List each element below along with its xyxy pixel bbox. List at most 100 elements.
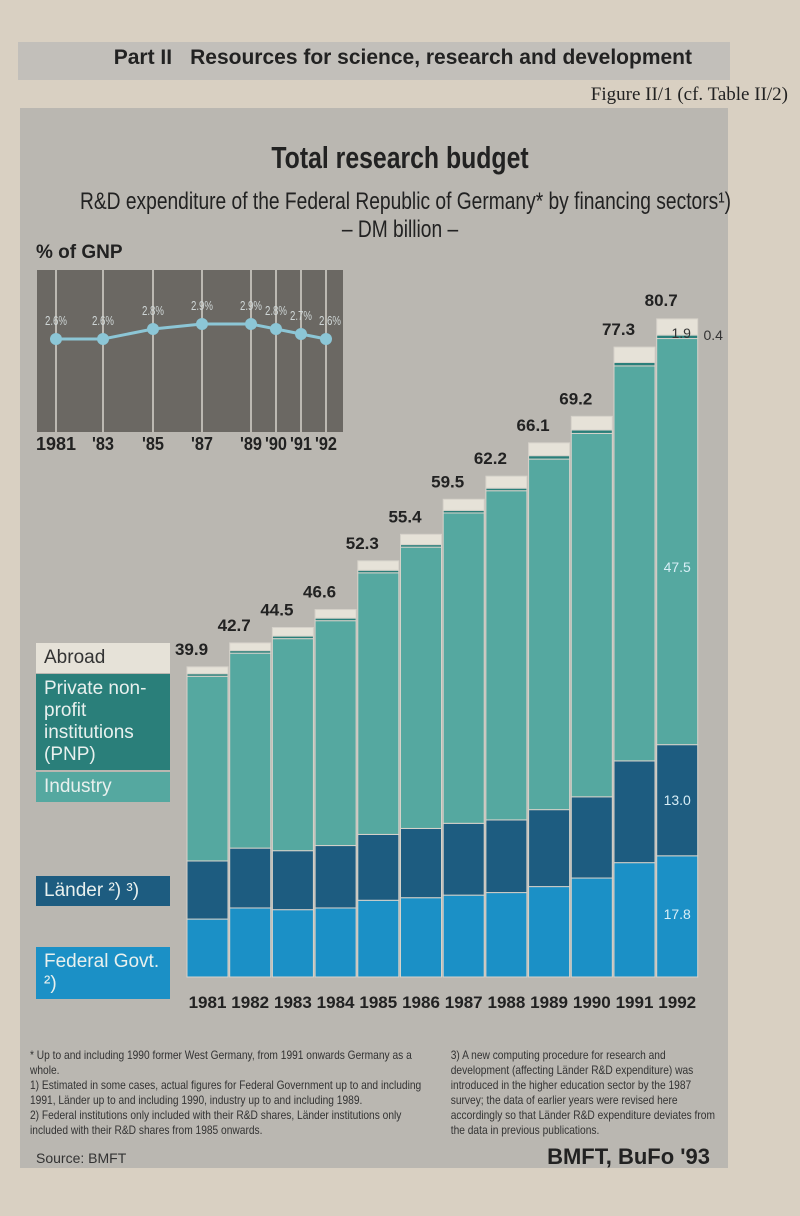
gnp-point [50, 333, 62, 345]
footnote-2: 2) Federal institutions only included wi… [30, 1108, 402, 1137]
bar-segment-federal [613, 862, 656, 978]
segment-label-abroad: 1.9 [671, 325, 691, 341]
x-tick-label: 1986 [402, 993, 440, 1012]
bar-segment-laender [485, 819, 528, 894]
x-tick-label: 1981 [189, 993, 227, 1012]
gnp-x-tick-label: '89 [240, 434, 262, 454]
bar-segment-pnp [570, 429, 613, 434]
gnp-data-label: 2.8% [265, 303, 287, 318]
legend-laender: Länder ²) ³) [36, 876, 170, 906]
bar-segment-abroad [442, 498, 485, 511]
x-tick-label: 1988 [487, 993, 525, 1012]
gnp-point [196, 318, 208, 330]
gnp-plot-area [37, 270, 343, 432]
bar-segment-industry [613, 365, 656, 762]
legend-federal: Federal Govt. ²) [36, 947, 170, 999]
footnote-star: * Up to and including 1990 former West G… [30, 1048, 412, 1077]
bar-segment-laender [271, 850, 314, 911]
bar-segment-abroad [528, 442, 571, 457]
bar-segment-federal [570, 877, 613, 978]
x-tick-label: 1991 [616, 993, 654, 1012]
x-tick-label: 1989 [530, 993, 568, 1012]
bar-segment-industry [314, 620, 357, 847]
gnp-x-tick-label: '83 [92, 434, 114, 454]
bar-segment-federal [656, 855, 699, 978]
header-bar [18, 42, 730, 80]
segment-label-industry: 47.5 [664, 559, 691, 575]
bar-segment-abroad [400, 533, 442, 546]
bar-segment-laender [528, 809, 571, 888]
part-label: Part II [113, 46, 173, 69]
gnp-data-label: 2.9% [191, 298, 213, 313]
bar-segment-federal [528, 886, 571, 978]
gnp-data-label: 2.6% [92, 313, 114, 328]
bar-segment-industry [357, 572, 400, 835]
footnote-3: 3) A new computing procedure for researc… [450, 1048, 715, 1137]
bar-segment-abroad [229, 642, 272, 652]
unit-label: – DM billion – [341, 216, 459, 243]
bar-segment-federal [314, 907, 357, 978]
bar-segment-abroad [186, 666, 229, 675]
bar-segment-laender [186, 860, 229, 920]
gnp-x-tick-label: '90 [265, 434, 287, 454]
bar-segment-industry [485, 490, 528, 821]
total-label: 66.1 [517, 416, 550, 435]
total-label: 42.7 [218, 616, 251, 635]
footnote-1: 1) Estimated in some cases, actual figur… [30, 1078, 422, 1107]
gnp-point [270, 323, 282, 335]
bar-segment-laender [400, 827, 442, 899]
legend-abroad: Abroad [36, 643, 170, 673]
bar-segment-laender [357, 833, 400, 901]
bar-segment-abroad [570, 415, 613, 431]
gnp-data-label: 2.8% [142, 303, 164, 318]
bar-segment-industry [186, 675, 229, 862]
bar-segment-pnp [613, 361, 656, 367]
bar-segment-abroad [485, 475, 528, 489]
bar-segment-abroad [357, 560, 400, 571]
source: Source: BMFT [36, 1150, 127, 1166]
bar-segment-industry [229, 652, 272, 849]
gnp-point [147, 323, 159, 335]
gnp-point [320, 333, 332, 345]
x-tick-label: 1982 [231, 993, 269, 1012]
figure-caption: Figure II/1 (cf. Table II/2) [590, 84, 788, 105]
gnp-data-label: 2.7% [290, 308, 312, 323]
segment-label-laender: 13.0 [664, 792, 691, 808]
x-tick-label: 1985 [359, 993, 397, 1012]
gnp-data-label: 2.6% [319, 313, 341, 328]
bar-segment-industry [442, 512, 485, 824]
total-label: 52.3 [346, 534, 379, 553]
total-label: 59.5 [431, 472, 464, 491]
credit: BMFT, BuFo '93 [547, 1144, 710, 1169]
bar-segment-federal [186, 918, 229, 978]
bar-segment-abroad [314, 609, 357, 619]
gnp-x-tick-label: 1981 [36, 434, 76, 454]
total-label: 69.2 [559, 389, 592, 408]
bar-segment-abroad [613, 346, 656, 363]
gnp-x-tick-label: '85 [142, 434, 164, 454]
total-label: 77.3 [602, 320, 635, 339]
bar-segment-federal [271, 909, 314, 978]
x-tick-label: 1990 [573, 993, 611, 1012]
bar-segment-industry [400, 546, 442, 829]
bar-segment-laender [570, 796, 613, 879]
gnp-point [97, 333, 109, 345]
section-title: Resources for science, research and deve… [190, 46, 692, 69]
total-label: 62.2 [474, 449, 507, 468]
x-tick-label: 1992 [658, 993, 696, 1012]
bar-segment-abroad [656, 318, 699, 336]
gnp-point [295, 328, 307, 340]
x-tick-label: 1987 [445, 993, 483, 1012]
bar-segment-federal [229, 907, 272, 978]
chart-title: Total research budget [271, 140, 529, 175]
total-label: 80.7 [645, 291, 678, 310]
segment-label-federal: 17.8 [664, 906, 691, 922]
segment-label-pnp: 0.4 [703, 327, 723, 343]
bar-segment-laender [314, 845, 357, 909]
bar-segment-abroad [271, 627, 314, 637]
bar-segment-industry [656, 338, 699, 746]
bar-segment-federal [442, 894, 485, 978]
section-header: Part II Resources for science, research a… [114, 46, 710, 70]
bar-segment-laender [613, 760, 656, 864]
